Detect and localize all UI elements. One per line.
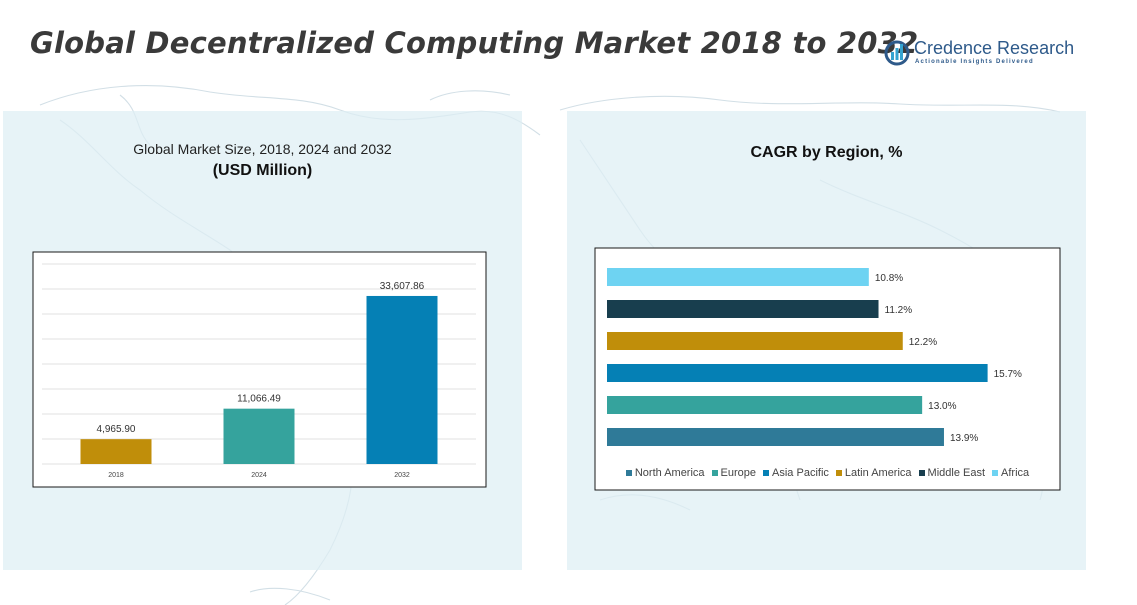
legend-label: Africa — [1001, 467, 1030, 479]
legend-label: Middle East — [927, 467, 986, 479]
bar-latin-america — [607, 332, 903, 350]
legend-item: North America — [625, 467, 705, 479]
legend-swatch — [835, 470, 842, 476]
market-size-chart-subtitle: (USD Million) — [212, 162, 313, 179]
bar-value-label: 12.2% — [909, 337, 937, 348]
credence-research-logo: Credence Research Actionable Insights De… — [884, 38, 1074, 72]
cagr-chart-title: CAGR by Region, % — [750, 144, 903, 161]
cagr-legend: North America Europe Asia Pacific Latin Ame… — [597, 467, 1058, 479]
legend-swatch — [711, 470, 718, 476]
logo-name: Credence Research — [914, 38, 1075, 58]
bar-value-label: 4,965.90 — [97, 424, 136, 435]
bar-2024 — [223, 408, 295, 464]
legend-swatch — [625, 470, 632, 476]
bar-value-label: 11.2% — [885, 305, 913, 316]
x-tick-label: 2032 — [394, 472, 410, 479]
bar-value-label: 33,607.86 — [380, 281, 425, 292]
legend-label: North America — [634, 467, 705, 479]
bar-value-label: 15.7% — [994, 369, 1022, 380]
x-tick-label: 2024 — [251, 472, 267, 479]
legend-label: Asia Pacific — [772, 467, 829, 479]
logo-tagline: Actionable Insights Delivered — [915, 59, 1034, 65]
x-tick-label: 2018 — [108, 472, 124, 479]
legend-label: Latin America — [844, 467, 912, 479]
bar-middle-east — [607, 300, 879, 318]
bar-value-label: 13.9% — [950, 433, 978, 444]
legend-swatch — [918, 470, 925, 476]
bar-asia-pacific — [607, 364, 988, 382]
logo-icon — [884, 40, 910, 66]
legend-item: Europe — [711, 467, 757, 479]
bar-africa — [607, 268, 869, 286]
bar-value-label: 10.8% — [875, 273, 903, 284]
legend-item: Africa — [992, 467, 1029, 479]
legend-item: Asia Pacific — [763, 467, 829, 479]
legend-item: Middle East — [918, 467, 986, 479]
legend-swatch — [763, 470, 770, 476]
legend-swatch — [992, 470, 999, 476]
market-size-chart-title: Global Market Size, 2018, 2024 and 2032 — [133, 141, 392, 157]
bar-europe — [607, 396, 923, 414]
bar-value-label: 13.0% — [928, 401, 956, 412]
bar-2018 — [80, 439, 152, 464]
page-title: Global Decentralized Computing Market 20… — [30, 26, 919, 60]
legend-item: Latin America — [835, 467, 912, 479]
legend-label: Europe — [720, 467, 757, 479]
bar-value-label: 11,066.49 — [237, 394, 281, 405]
bar-north-america — [607, 428, 944, 446]
bar-2032 — [366, 295, 438, 464]
